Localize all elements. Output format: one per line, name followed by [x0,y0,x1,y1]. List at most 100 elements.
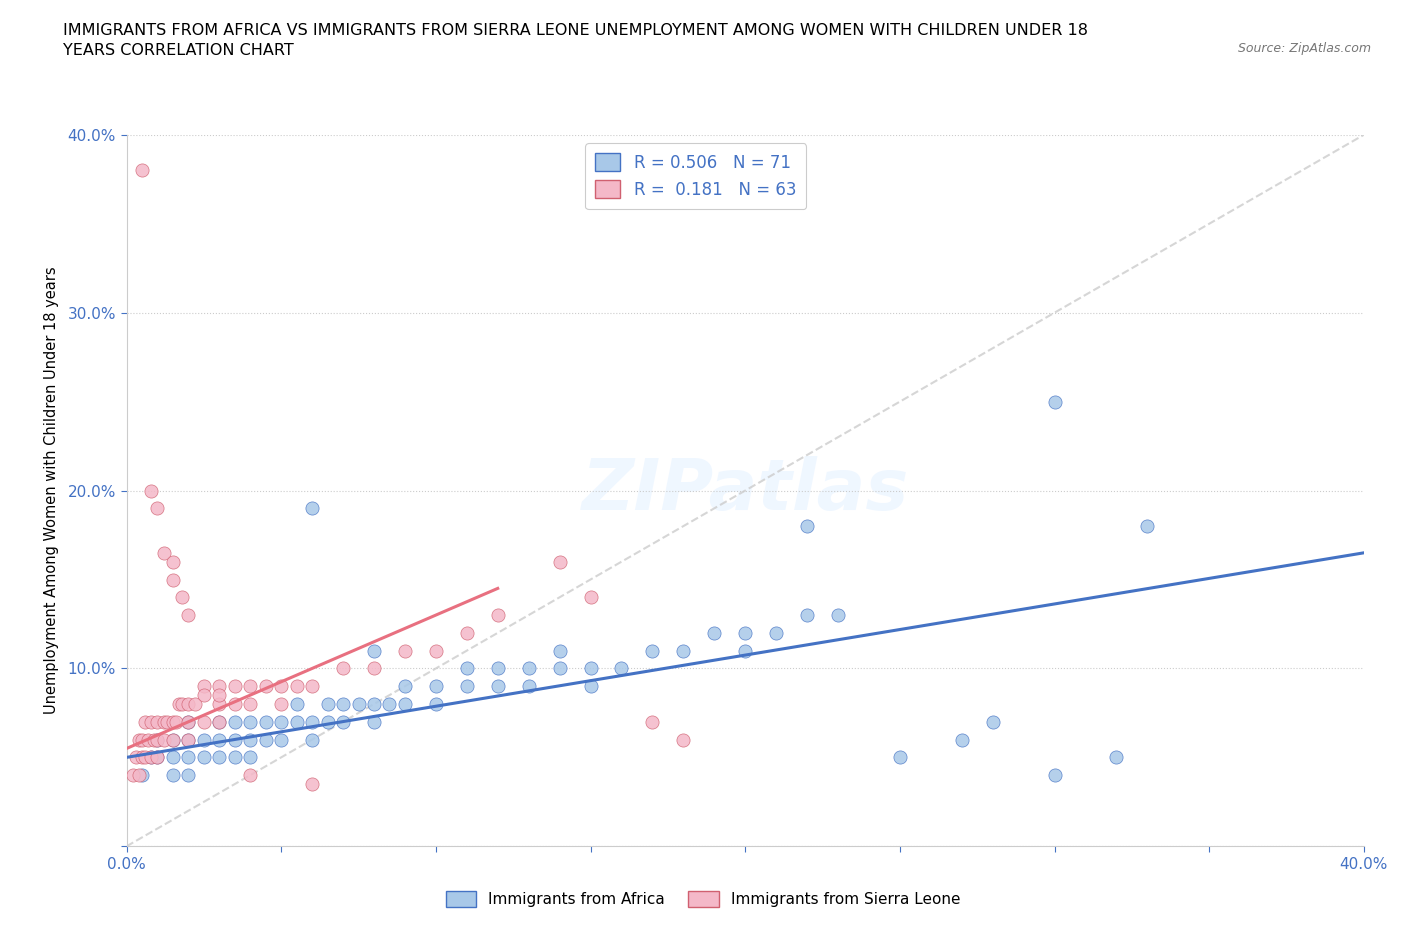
Point [177,732,200,747]
Point [301,679,323,694]
Point [224,750,246,764]
Point [239,768,262,783]
Point [332,714,354,729]
Point [270,697,292,711]
Point [316,714,339,729]
Point [172,697,194,711]
Point [301,501,323,516]
Point [332,661,354,676]
Point [146,750,169,764]
Point [128,732,150,747]
Point [517,661,540,676]
Point [239,732,262,747]
Point [141,750,163,764]
Point [425,697,447,711]
Point [134,714,156,729]
Point [363,661,385,676]
Point [208,679,231,694]
Point [1105,750,1128,764]
Point [177,714,200,729]
Point [254,679,277,694]
Point [208,714,231,729]
Point [131,768,153,783]
Point [152,732,174,747]
Point [146,501,169,516]
Point [1136,519,1159,534]
Point [239,750,262,764]
Point [363,714,385,729]
Point [734,625,756,640]
Text: Source: ZipAtlas.com: Source: ZipAtlas.com [1237,42,1371,55]
Point [425,679,447,694]
Point [146,714,169,729]
Point [121,768,143,783]
Point [316,697,339,711]
Point [177,768,200,783]
Point [162,554,184,569]
Point [456,661,478,676]
Point [270,714,292,729]
Point [239,679,262,694]
Point [285,714,308,729]
Point [394,679,416,694]
Point [162,732,184,747]
Point [177,732,200,747]
Point [208,732,231,747]
Point [162,714,184,729]
Point [332,697,354,711]
Point [270,679,292,694]
Point [425,644,447,658]
Point [131,750,153,764]
Point [285,679,308,694]
Point [177,697,200,711]
Point [162,572,184,587]
Point [486,679,509,694]
Point [193,750,215,764]
Point [131,163,153,178]
Point [579,661,602,676]
Point [579,590,602,604]
Point [270,732,292,747]
Y-axis label: Unemployment Among Women with Children Under 18 years: Unemployment Among Women with Children U… [45,267,59,714]
Point [254,732,277,747]
Point [641,714,664,729]
Point [165,714,187,729]
Text: IMMIGRANTS FROM AFRICA VS IMMIGRANTS FROM SIERRA LEONE UNEMPLOYMENT AMONG WOMEN : IMMIGRANTS FROM AFRICA VS IMMIGRANTS FRO… [63,23,1088,58]
Point [1043,394,1066,409]
Point [517,679,540,694]
Point [981,714,1004,729]
Point [208,697,231,711]
Legend: Immigrants from Africa, Immigrants from Sierra Leone: Immigrants from Africa, Immigrants from … [440,884,966,913]
Point [162,768,184,783]
Text: ZIPatlas: ZIPatlas [582,456,908,525]
Point [193,687,215,702]
Point [224,679,246,694]
Point [301,732,323,747]
Point [152,545,174,560]
Point [363,644,385,658]
Point [548,644,571,658]
Point [239,697,262,711]
Point [254,714,277,729]
Point [796,519,818,534]
Point [239,714,262,729]
Point [193,732,215,747]
Point [193,714,215,729]
Point [548,554,571,569]
Point [172,590,194,604]
Point [141,750,163,764]
Point [486,661,509,676]
Point [152,714,174,729]
Point [734,644,756,658]
Point [208,714,231,729]
Point [641,644,664,658]
Point [765,625,787,640]
Point [146,732,169,747]
Point [301,714,323,729]
Point [177,750,200,764]
Point [128,768,150,783]
Point [208,687,231,702]
Point [378,697,401,711]
Point [162,750,184,764]
Point [143,732,166,747]
